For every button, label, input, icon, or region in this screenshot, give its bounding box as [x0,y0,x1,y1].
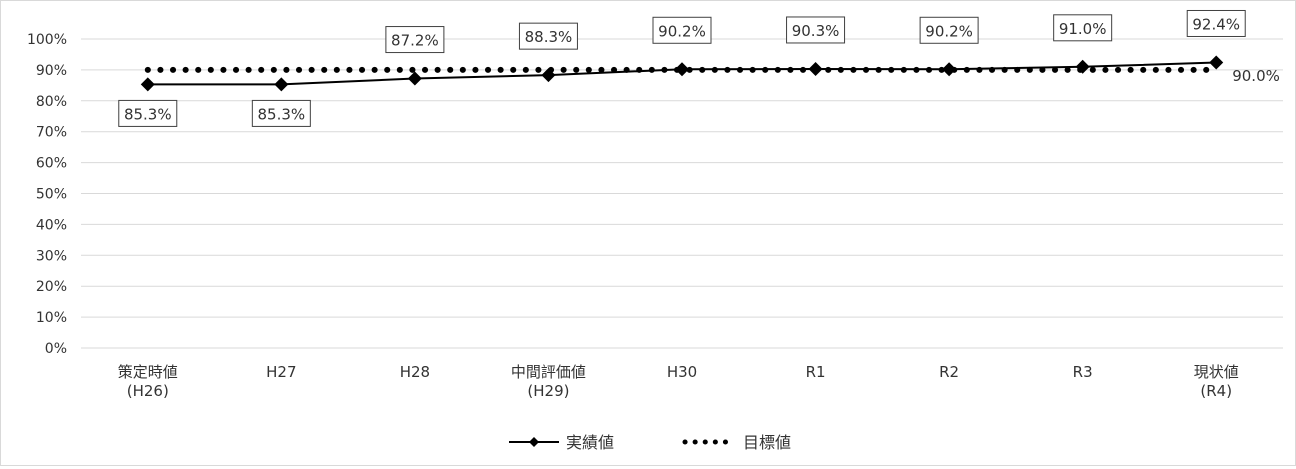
data-label: 88.3% [518,22,578,50]
y-tick-label: 0% [45,341,67,357]
x-tick-label: R1 [806,363,826,381]
y-tick-label: 60% [36,156,67,172]
legend-label: 目標値 [743,433,791,452]
data-label-text: 92.4% [1192,15,1240,33]
x-tick-label: R3 [1073,363,1093,381]
data-label-text: 90.3% [792,22,840,40]
y-tick-label: 80% [36,94,67,110]
legend: 実績値 目標値 [509,433,791,452]
x-tick-label: (R4) [1200,382,1232,400]
x-tick-label: 現状値 [1194,363,1239,381]
data-label-text: 85.3% [124,105,172,123]
data-label: 85.3% [251,99,311,127]
data-label-text: 90.2% [658,22,706,40]
data-label: 85.3% [118,99,178,127]
x-tick-label: (H26) [127,382,169,400]
x-tick-label: 策定時値 [118,363,178,381]
data-label-box [919,16,979,44]
x-tick-label: H28 [400,363,430,381]
data-label: 92.4% [1186,9,1246,37]
data-label-box [1053,14,1113,42]
data-label: 87.2% [385,26,445,54]
actual-point-marker [808,61,823,76]
actual-point-marker [1075,59,1090,74]
data-label: 90.2% [919,16,979,44]
data-label: 90.2% [652,16,712,44]
data-label-box [518,22,578,50]
actual-point-marker [675,62,689,77]
target-end-label: 90.0% [1232,67,1280,85]
series-target: 90.0% [144,66,1280,85]
x-tick-label: H30 [667,363,697,381]
y-tick-label: 50% [36,187,67,203]
data-labels: 85.3% 85.3% 87.2% 88.3% 90.2% 90.3% 90.2% 91.0%… [118,9,1246,127]
actual-point-marker [942,62,957,77]
y-tick-label: 90% [36,63,67,79]
y-tick-label: 100% [27,32,67,48]
actual-point-marker [140,77,155,92]
data-label-text: 90.2% [925,22,973,40]
y-tick-label: 10% [36,310,67,326]
legend-item-actual: 実績値 [509,433,614,452]
actual-point-marker [541,68,556,83]
data-label: 90.3% [786,16,846,44]
data-label-box [251,99,311,127]
data-label-box [786,16,846,44]
data-label-text: 91.0% [1059,20,1107,38]
series-actual [140,55,1224,92]
y-tick-label: 40% [36,217,67,233]
data-label-box [118,99,178,127]
x-tick-label: 中間評価値 [511,363,586,381]
x-axis-tick-labels: 策定時値(H26) H27 H28 中間評価値(H29) H30 R1 R2 R3 現状値(R4… [118,363,1239,400]
y-axis-tick-labels: 0% 10% 20% 30% 40% 50% 60% 70% 80% 90% 100% [27,32,67,357]
y-tick-label: 20% [36,279,67,295]
x-tick-label: (H29) [527,382,569,400]
actual-point-marker [274,77,289,92]
data-label-box [385,26,445,54]
data-label-box [652,16,712,44]
y-tick-label: 70% [36,125,67,141]
legend-label: 実績値 [566,433,614,452]
legend-item-target: 目標値 [682,433,791,452]
data-label-text: 88.3% [525,28,573,46]
data-label-box [1186,9,1246,37]
actual-point-marker [1209,55,1224,70]
data-label-text: 85.3% [258,105,306,123]
data-label: 91.0% [1053,14,1113,42]
data-label-text: 87.2% [391,32,439,50]
x-tick-label: H27 [266,363,296,381]
x-tick-label: R2 [939,363,959,381]
legend-swatch-marker [529,437,539,447]
y-tick-label: 30% [36,248,67,264]
actual-point-marker [407,71,422,86]
